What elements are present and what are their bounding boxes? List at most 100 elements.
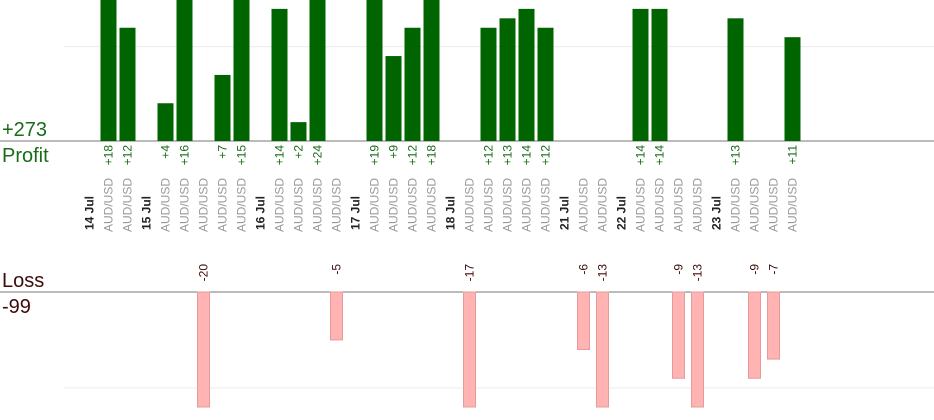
pair-label: AUD/USD xyxy=(311,178,325,232)
loss-bar xyxy=(596,291,609,408)
loss-value-label: -13 xyxy=(596,264,610,282)
pair-label: AUD/USD xyxy=(406,178,420,232)
pair-label: AUD/USD xyxy=(691,178,705,232)
profit-bar xyxy=(727,18,744,141)
pair-label: AUD/USD xyxy=(501,178,515,232)
loss-bar xyxy=(197,291,210,408)
profit-bar xyxy=(404,27,421,141)
profit-bar xyxy=(366,0,383,141)
loss-bar xyxy=(672,291,685,379)
profit-value-label: +4 xyxy=(159,145,173,159)
date-label: 23 Jul xyxy=(710,196,724,230)
pair-label: AUD/USD xyxy=(273,178,287,232)
date-label: 16 Jul xyxy=(254,196,268,230)
profit-bar xyxy=(537,27,554,141)
pair-label: AUD/USD xyxy=(539,178,553,232)
profit-value-label: +11 xyxy=(786,145,800,165)
loss-value-label: -9 xyxy=(748,264,762,275)
pair-label: AUD/USD xyxy=(482,178,496,232)
profit-value-label: +18 xyxy=(102,145,116,166)
loss-value-label: -17 xyxy=(463,264,477,282)
profit-value-label: +14 xyxy=(653,145,667,166)
date-label: 14 Jul xyxy=(83,196,97,230)
profit-bar xyxy=(385,56,402,141)
loss-bar xyxy=(748,291,761,379)
date-label: 21 Jul xyxy=(558,196,572,230)
pair-label: AUD/USD xyxy=(330,178,344,232)
profit-label: Profit xyxy=(2,145,49,167)
profit-bar xyxy=(214,74,231,141)
profit-bar xyxy=(176,0,193,141)
profit-value-label: +7 xyxy=(216,145,230,159)
pair-label: AUD/USD xyxy=(178,178,192,232)
pair-label: AUD/USD xyxy=(368,178,382,232)
pair-label: AUD/USD xyxy=(292,178,306,232)
profit-value-label: +12 xyxy=(539,145,553,166)
profit-value-label: +12 xyxy=(482,145,496,166)
profit-value-label: +15 xyxy=(235,145,249,166)
date-label: 22 Jul xyxy=(615,196,629,230)
profit-bar xyxy=(290,122,307,141)
profit-bar xyxy=(119,27,136,141)
profit-value-label: +19 xyxy=(368,145,382,166)
pair-label: AUD/USD xyxy=(102,178,116,232)
profit-value-label: +18 xyxy=(425,145,439,166)
loss-value-label: -5 xyxy=(330,264,344,275)
pair-label: AUD/USD xyxy=(672,178,686,232)
pair-label: AUD/USD xyxy=(425,178,439,232)
profit-bar xyxy=(100,0,117,141)
profit-bar xyxy=(784,37,801,141)
pair-label: AUD/USD xyxy=(387,178,401,232)
profit-total: +273 xyxy=(2,119,48,141)
pair-label: AUD/USD xyxy=(577,178,591,232)
profit-bar xyxy=(499,18,516,141)
date-label: 17 Jul xyxy=(349,196,363,230)
date-label: 15 Jul xyxy=(140,196,154,230)
date-label: 18 Jul xyxy=(444,196,458,230)
pair-label: AUD/USD xyxy=(159,178,173,232)
loss-bar xyxy=(767,291,780,360)
profit-value-label: +9 xyxy=(387,145,401,159)
profit-value-label: +13 xyxy=(729,145,743,166)
pair-label: AUD/USD xyxy=(197,178,211,232)
pair-label: AUD/USD xyxy=(748,178,762,232)
pair-label: AUD/USD xyxy=(235,178,249,232)
loss-bar xyxy=(463,291,476,408)
loss-value-label: -9 xyxy=(672,264,686,275)
profit-value-label: +14 xyxy=(520,145,534,166)
loss-total: -99 xyxy=(2,296,31,318)
profit-bar xyxy=(423,0,440,141)
profit-bar xyxy=(632,8,649,141)
loss-bar xyxy=(577,291,590,350)
profit-value-label: +13 xyxy=(501,145,515,166)
loss-bar xyxy=(691,291,704,408)
pair-label: AUD/USD xyxy=(729,178,743,232)
profit-bar xyxy=(271,8,288,141)
profit-bar xyxy=(518,8,535,141)
profit-value-label: +2 xyxy=(292,145,306,159)
loss-value-label: -7 xyxy=(767,264,781,275)
profit-bar xyxy=(651,8,668,141)
profit-bar xyxy=(480,27,497,141)
profit-value-label: +12 xyxy=(121,145,135,166)
loss-value-label: -6 xyxy=(577,264,591,275)
loss-label: Loss xyxy=(2,270,45,292)
pair-label: AUD/USD xyxy=(786,178,800,232)
pair-label: AUD/USD xyxy=(767,178,781,232)
loss-bar xyxy=(330,291,343,341)
pair-label: AUD/USD xyxy=(634,178,648,232)
loss-value-label: -20 xyxy=(197,264,211,282)
profit-bar xyxy=(233,0,250,141)
pair-label: AUD/USD xyxy=(216,178,230,232)
pair-label: AUD/USD xyxy=(121,178,135,232)
profit-value-label: +16 xyxy=(178,145,192,166)
profit-bar xyxy=(309,0,326,141)
profit-value-label: +24 xyxy=(311,145,325,166)
profit-bar xyxy=(157,103,174,141)
loss-value-label: -13 xyxy=(691,264,705,282)
profit-value-label: +12 xyxy=(406,145,420,166)
pair-label: AUD/USD xyxy=(596,178,610,232)
profit-value-label: +14 xyxy=(634,145,648,166)
